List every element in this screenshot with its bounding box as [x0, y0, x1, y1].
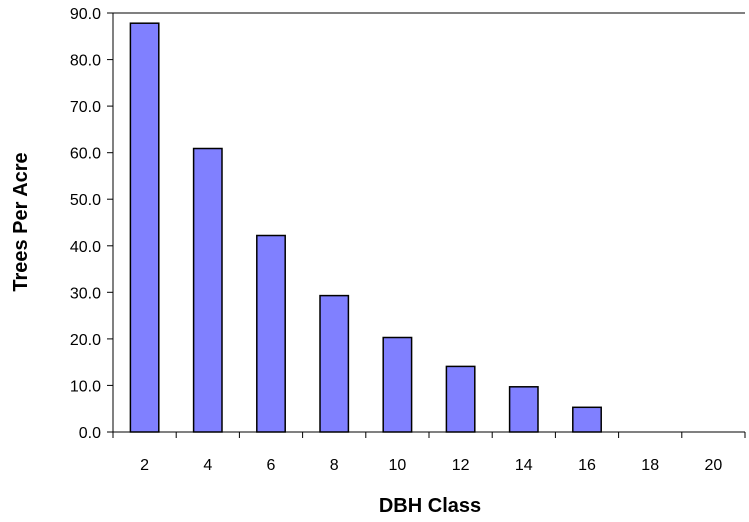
- x-axis-title: DBH Class: [379, 495, 481, 517]
- bar-8: [319, 294, 350, 433]
- y-axis-ticks: 0.0 10.0 20.0 30.0 40.0 50.0 60.0 70.0 80.0 90.0: [70, 6, 113, 442]
- x-axis-ticks: 2 4 6 8 10 12 14 16 18 20: [112, 432, 746, 474]
- x-tick-label-4: 4: [203, 457, 212, 474]
- y-tick-label: 40.0: [70, 239, 101, 256]
- x-tick-label-8: 8: [330, 457, 339, 474]
- bar-4: [192, 147, 223, 433]
- bar-16: [572, 406, 602, 433]
- y-tick-label: 70.0: [70, 99, 101, 116]
- bars-group: [129, 22, 602, 433]
- x-tick-label-18: 18: [641, 457, 659, 474]
- x-tick-label-20: 20: [705, 457, 723, 474]
- x-tick-label-10: 10: [389, 457, 407, 474]
- x-tick-label-16: 16: [578, 457, 596, 474]
- bar-2: [129, 22, 160, 433]
- y-tick-label: 20.0: [70, 332, 101, 349]
- bar-6: [256, 234, 286, 433]
- bar-14: [508, 386, 539, 433]
- y-tick-label: 30.0: [70, 285, 101, 302]
- bar-12: [445, 365, 476, 433]
- y-tick-label: 80.0: [70, 53, 101, 70]
- y-tick-label: 10.0: [70, 378, 101, 395]
- bar-10: [382, 336, 413, 433]
- x-tick-label-12: 12: [452, 457, 470, 474]
- y-tick-label: 50.0: [70, 192, 101, 209]
- x-tick-label-14: 14: [515, 457, 533, 474]
- y-axis-title: Trees Per Acre: [10, 152, 32, 291]
- y-tick-label: 90.0: [70, 6, 101, 23]
- x-tick-label-6: 6: [267, 457, 276, 474]
- y-tick-label: 0.0: [79, 425, 101, 442]
- x-tick-label-2: 2: [140, 457, 149, 474]
- y-tick-label: 60.0: [70, 146, 101, 163]
